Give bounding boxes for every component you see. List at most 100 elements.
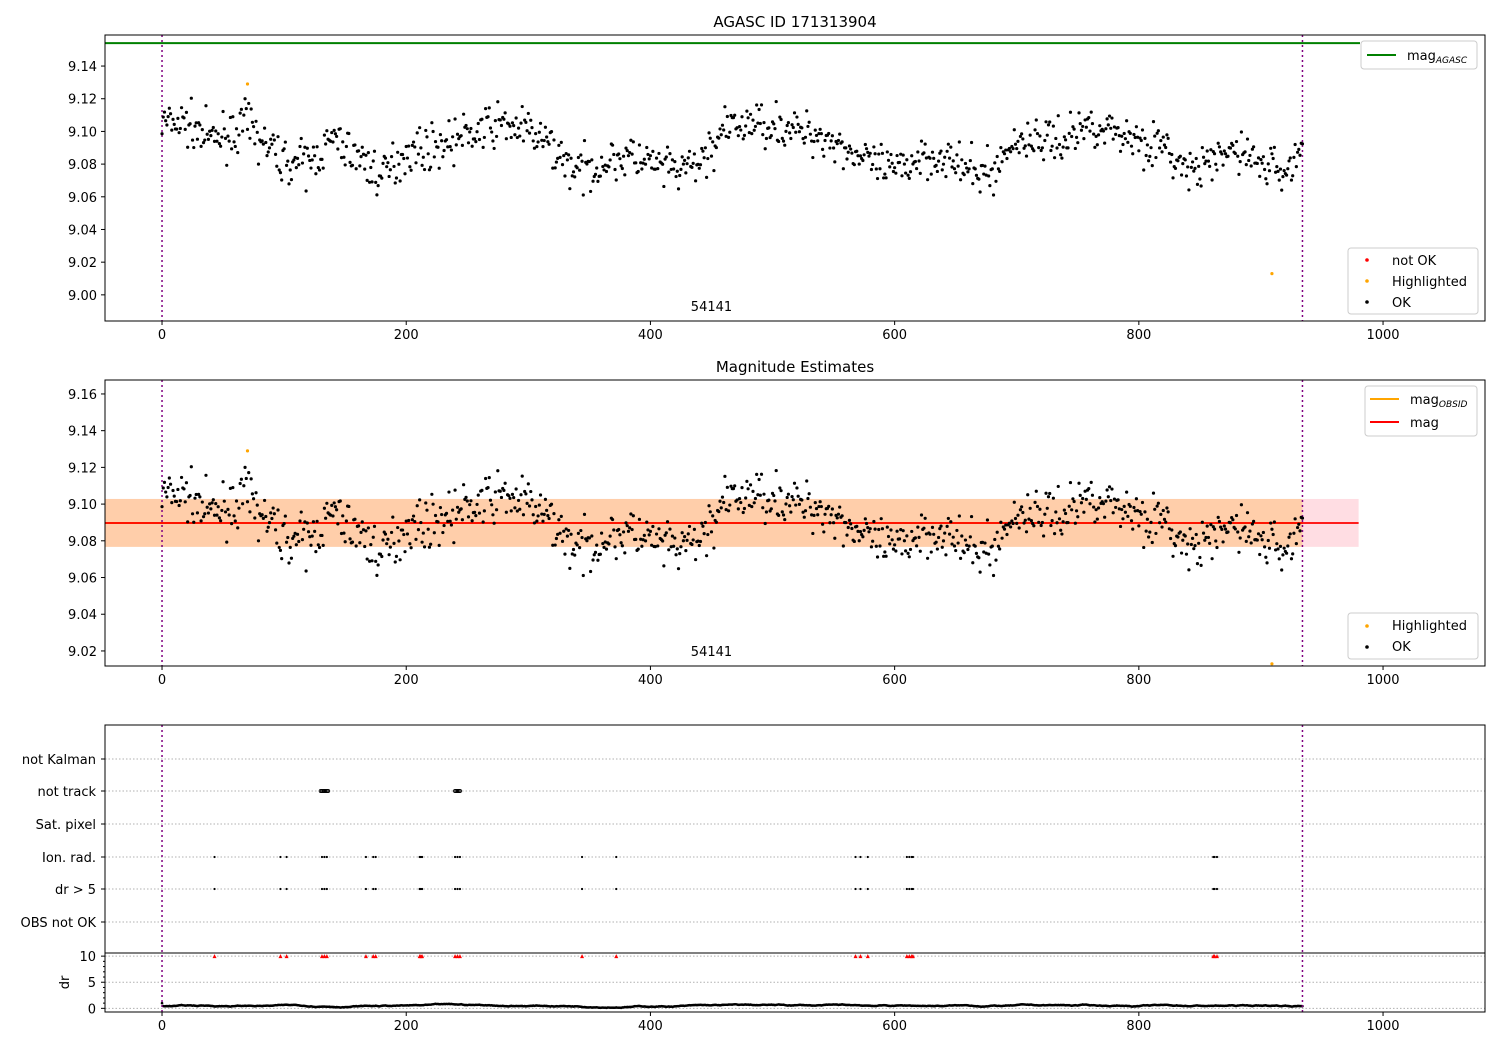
ok-point xyxy=(509,135,513,140)
ok-point xyxy=(470,519,474,523)
obsid-label: 54141 xyxy=(691,645,732,660)
ok-point xyxy=(1072,499,1076,504)
ok-point xyxy=(371,159,375,163)
ok-point xyxy=(393,560,397,564)
ok-point xyxy=(1267,546,1272,550)
ok-point xyxy=(1022,146,1026,150)
ok-point xyxy=(1125,490,1129,494)
ok-point xyxy=(493,490,497,494)
ok-point xyxy=(492,521,496,525)
ok-point xyxy=(408,542,412,546)
ok-point xyxy=(1289,557,1294,561)
ok-point xyxy=(425,508,429,512)
ok-point xyxy=(386,161,390,165)
ok-point xyxy=(415,131,419,135)
ok-point xyxy=(987,552,991,556)
ok-point xyxy=(687,524,692,529)
ok-point xyxy=(234,127,239,131)
ion-rad-marker xyxy=(908,855,911,859)
ok-point xyxy=(930,525,935,530)
ok-point xyxy=(1269,146,1273,150)
ok-point xyxy=(774,99,778,104)
ok-point xyxy=(868,151,872,155)
ok-point xyxy=(172,494,176,498)
ok-point xyxy=(858,529,863,534)
ok-point xyxy=(957,514,961,518)
ok-point xyxy=(1133,135,1137,140)
ok-point xyxy=(960,534,964,538)
ok-point xyxy=(419,520,423,525)
ok-point xyxy=(1282,169,1286,173)
ok-point xyxy=(985,518,990,522)
ok-point xyxy=(1193,166,1197,170)
ok-point xyxy=(918,549,922,553)
ok-point xyxy=(353,517,357,521)
ok-point xyxy=(1139,138,1143,143)
ok-point xyxy=(1160,150,1164,154)
ok-point xyxy=(947,532,952,536)
ok-point xyxy=(761,506,765,510)
ok-point xyxy=(324,142,328,146)
ok-point xyxy=(1237,172,1241,176)
ok-point xyxy=(1288,156,1292,160)
ok-point xyxy=(409,546,413,550)
ok-point xyxy=(790,123,794,127)
ok-point xyxy=(214,501,218,506)
ok-point xyxy=(1105,117,1109,121)
ok-point xyxy=(886,158,891,162)
ok-point xyxy=(841,167,845,171)
ok-point xyxy=(1281,175,1285,179)
ok-point xyxy=(928,156,932,160)
ok-point xyxy=(993,161,997,165)
ok-point xyxy=(288,168,292,172)
ok-point xyxy=(1032,524,1036,528)
ok-point xyxy=(977,556,981,560)
ok-point xyxy=(871,539,875,543)
ok-point xyxy=(407,518,411,523)
ok-point xyxy=(840,140,844,144)
ok-point xyxy=(1165,506,1169,510)
ok-point xyxy=(272,138,276,142)
ok-point xyxy=(294,166,298,170)
ok-point xyxy=(226,507,230,511)
ok-point xyxy=(634,161,638,165)
ok-point xyxy=(232,140,236,144)
ok-point xyxy=(1063,511,1068,516)
ok-point xyxy=(1038,507,1042,511)
ok-point xyxy=(769,134,773,138)
ok-point xyxy=(414,161,418,165)
ok-point xyxy=(331,140,335,144)
ok-point xyxy=(1276,169,1280,173)
ok-point xyxy=(328,513,333,517)
ok-point xyxy=(701,524,705,528)
ok-point xyxy=(557,143,561,147)
ok-point xyxy=(188,122,192,126)
ok-point xyxy=(850,151,854,155)
ok-point xyxy=(915,544,919,548)
y-tick-label: 9.08 xyxy=(68,158,97,173)
ok-point xyxy=(647,533,651,537)
ok-point xyxy=(758,121,762,126)
ok-point xyxy=(908,547,913,552)
ok-point xyxy=(706,156,710,161)
ok-point xyxy=(493,119,497,123)
ok-point xyxy=(894,549,898,553)
ok-point xyxy=(789,136,793,141)
ok-point xyxy=(805,109,809,113)
ok-point xyxy=(210,501,214,505)
ok-point xyxy=(1037,520,1041,524)
ok-point xyxy=(1173,166,1178,170)
ok-point xyxy=(980,163,985,168)
ok-point xyxy=(1021,510,1025,515)
ok-point xyxy=(712,546,716,550)
ok-point xyxy=(700,521,704,525)
ok-point xyxy=(717,509,721,514)
ok-point xyxy=(810,513,814,517)
ok-point xyxy=(1044,491,1048,495)
ok-point xyxy=(1123,510,1128,514)
dr-tick-label: 5 xyxy=(88,976,96,991)
ok-point xyxy=(1298,529,1302,533)
ok-point xyxy=(1220,152,1224,156)
ok-point xyxy=(646,528,650,532)
ok-point xyxy=(321,543,325,547)
